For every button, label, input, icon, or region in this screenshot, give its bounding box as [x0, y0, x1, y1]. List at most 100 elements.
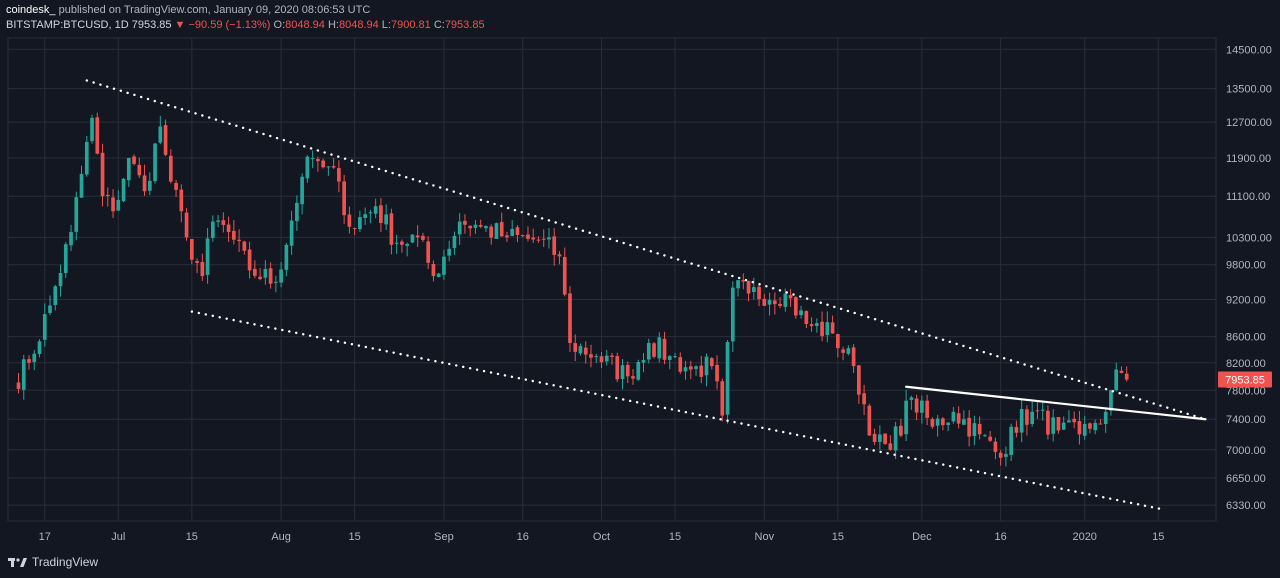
x-tick-label: Jul	[111, 531, 125, 543]
y-tick-label: 8200.00	[1226, 358, 1266, 370]
candle-body	[946, 422, 950, 426]
candle-body	[389, 213, 394, 245]
candle-body	[510, 228, 515, 237]
candle-body	[652, 343, 656, 357]
x-tick-label: 15	[1152, 531, 1164, 543]
y-tick-label: 13500.00	[1226, 84, 1272, 96]
candle-body	[457, 221, 462, 235]
candle-body	[310, 157, 315, 159]
candle-body	[956, 413, 961, 424]
candle-body	[1109, 390, 1113, 411]
candle-body	[216, 220, 220, 222]
low-value: 7900.81	[390, 19, 431, 31]
candle-body	[321, 160, 325, 168]
solid-trendline[interactable]	[905, 385, 1207, 421]
candle-body	[578, 346, 583, 354]
price-axis[interactable]: 14500.00 13500.00 12700.00 11900.00 11100.00…	[1218, 44, 1272, 512]
candle-body	[316, 159, 320, 162]
candle-body	[610, 355, 614, 357]
candle-body	[95, 117, 100, 154]
candle-body	[993, 441, 998, 452]
candle-body	[704, 356, 709, 376]
candle-body	[258, 276, 262, 280]
candle-body	[442, 256, 446, 275]
candle-body	[368, 212, 373, 214]
y-tick-label: 9800.00	[1226, 260, 1266, 272]
candle-body	[232, 230, 236, 240]
tradingview-brand-text: TradingView	[32, 555, 99, 569]
candle-body	[857, 365, 861, 395]
last-price-tag-label: 7953.85	[1225, 375, 1265, 387]
candle-body	[909, 397, 914, 400]
y-tick-label: 12700.00	[1226, 117, 1272, 129]
price-chart[interactable]: 14500.00 13500.00 12700.00 11900.00 11100.00…	[0, 0, 1280, 548]
chart-grid	[7, 37, 1217, 522]
candle-body	[27, 359, 31, 363]
dotted-trendline[interactable]	[85, 79, 1207, 421]
candle-body	[599, 356, 604, 363]
candle-body	[48, 305, 52, 313]
candle-body	[872, 433, 877, 442]
open-label: O:	[273, 19, 286, 31]
candle-body	[767, 299, 772, 305]
x-tick-label: Dec	[912, 531, 932, 543]
candle-body	[1030, 411, 1035, 424]
candle-body	[58, 273, 63, 287]
candle-body	[751, 287, 756, 292]
candle-body	[268, 268, 273, 284]
candle-body	[463, 220, 467, 225]
x-tick-label: 15	[832, 531, 844, 543]
candle-body	[1056, 416, 1061, 431]
last-price-tag	[1218, 371, 1272, 388]
trendline-layer[interactable]	[85, 79, 1207, 511]
candle-body	[1046, 410, 1050, 435]
candle-body	[762, 298, 767, 306]
candle-body	[426, 241, 431, 263]
candle-body	[499, 222, 504, 237]
candle-body	[799, 310, 803, 316]
candle-body	[221, 220, 226, 226]
x-tick-label: Nov	[755, 531, 775, 543]
candle-body	[1035, 410, 1040, 412]
candle-body	[121, 178, 126, 202]
candle-body	[242, 241, 247, 251]
publisher-name[interactable]: coindesk_	[6, 4, 56, 16]
close-label: C:	[433, 19, 445, 31]
price-change: −90.59 (−1.13%)	[188, 19, 271, 31]
candle-body	[90, 117, 94, 142]
candle-body	[709, 358, 714, 367]
time-axis[interactable]: 17 Jul 15 Aug 15 Sep 16 Oct 15 Nov 15 Dec 16 2020 15	[39, 531, 1165, 543]
candle-body	[594, 356, 599, 358]
tradingview-logo-icon	[8, 558, 27, 567]
candle-body	[478, 225, 483, 227]
candle-body	[116, 199, 121, 211]
candle-body	[100, 152, 105, 197]
low-label: L:	[381, 19, 391, 31]
candle-body	[526, 234, 530, 239]
candle-body	[977, 423, 982, 435]
candle-body	[363, 214, 367, 218]
candle-body	[53, 286, 58, 306]
candle-body	[998, 452, 1003, 458]
candle-body	[253, 268, 257, 276]
candle-body	[636, 361, 641, 380]
candle-body	[888, 443, 893, 450]
y-tick-label: 11900.00	[1226, 153, 1271, 165]
candle-body	[836, 334, 840, 349]
dotted-trendline[interactable]	[190, 310, 1165, 511]
candle-body	[111, 197, 115, 212]
candle-body	[132, 156, 136, 164]
candle-body	[1082, 424, 1087, 436]
candle-body	[415, 235, 420, 238]
candle-body	[189, 239, 194, 260]
y-tick-label: 6650.00	[1226, 473, 1266, 485]
candle-body	[331, 166, 336, 168]
candle-body	[226, 224, 231, 233]
y-tick-label: 14500.00	[1226, 44, 1272, 56]
candle-body	[373, 206, 378, 214]
candle-body	[583, 347, 588, 355]
candle-body	[358, 217, 362, 230]
candle-body	[505, 235, 509, 238]
y-tick-label: 9200.00	[1226, 294, 1266, 306]
candle-body	[289, 220, 294, 246]
